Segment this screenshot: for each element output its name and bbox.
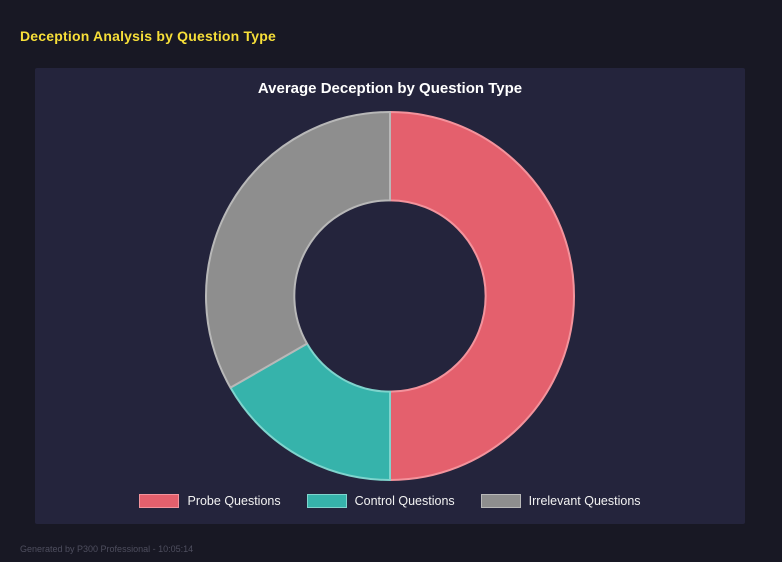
footer-text: Generated by P300 Professional - 10:05:1… [20,544,194,554]
chart-title: Average Deception by Question Type [257,80,523,97]
legend-item-probe-questions[interactable]: Probe Questions [139,494,281,508]
legend-swatch [480,494,521,508]
legend-swatch [139,494,180,508]
donut-chart-area [190,97,590,494]
donut-segment-probe-questions[interactable] [389,110,575,481]
donut-chart [205,110,575,481]
donut-segment-control-questions[interactable] [229,342,391,481]
page-title: Deception Analysis by Question Type [20,28,276,44]
legend-label: Control Questions [354,494,455,508]
legend-label: Irrelevant Questions [528,494,641,508]
legend-item-control-questions[interactable]: Control Questions [306,494,455,508]
donut-segment-irrelevant-questions[interactable] [205,110,391,389]
chart-legend: Probe Questions Control Questions Irreleva… [139,494,641,508]
chart-panel: Average Deception by Question Type Probe… [35,68,745,524]
legend-label: Probe Questions [187,494,281,508]
legend-item-irrelevant-questions[interactable]: Irrelevant Questions [480,494,641,508]
legend-swatch [306,494,347,508]
